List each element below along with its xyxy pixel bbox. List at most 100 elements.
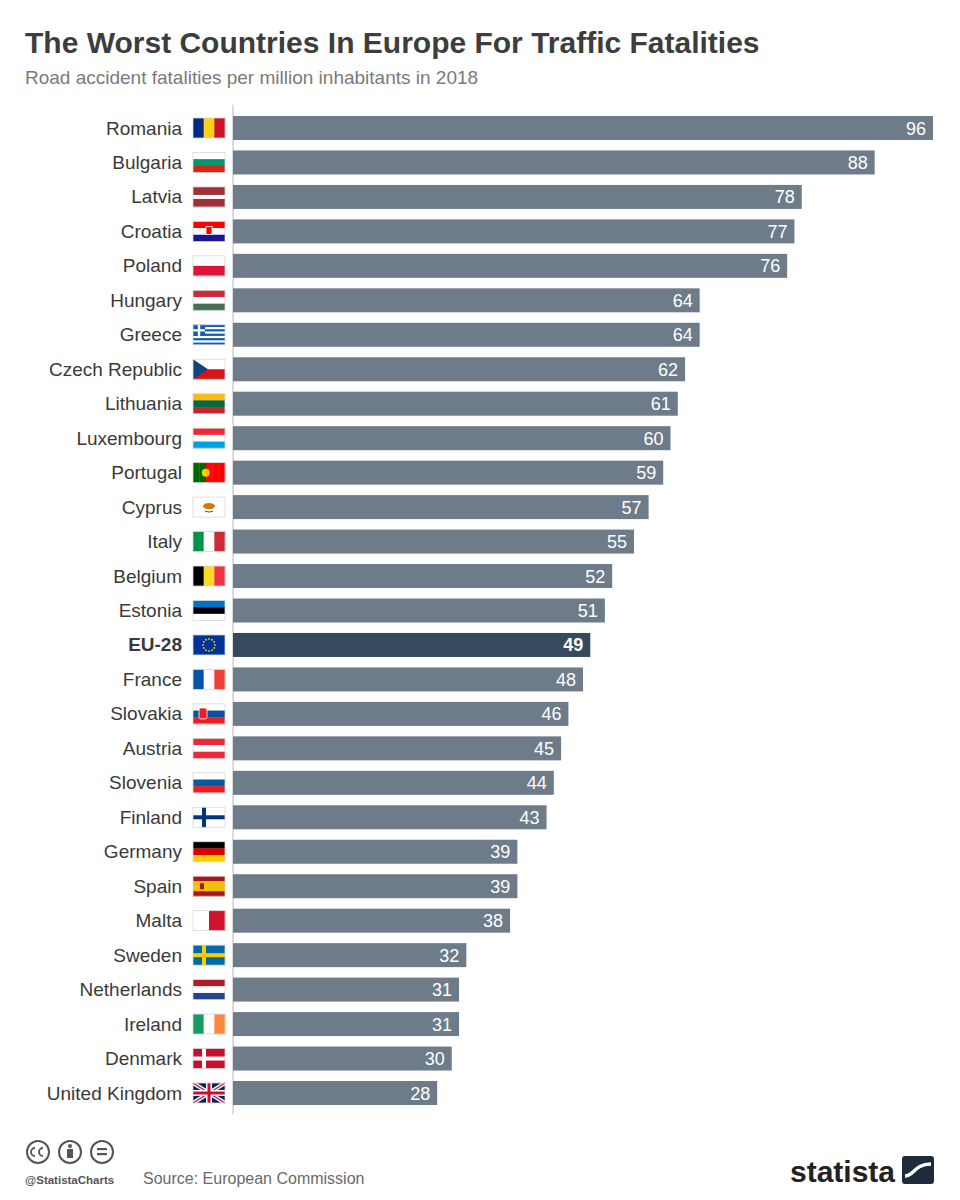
flag-stripe	[193, 191, 225, 195]
bar	[233, 495, 649, 519]
data-label: 64	[673, 325, 693, 345]
bar	[233, 185, 802, 209]
category-label: Bulgaria	[112, 152, 182, 173]
bar	[233, 426, 671, 450]
flag-stripe	[193, 428, 225, 435]
flag-star	[202, 644, 204, 646]
data-label: 57	[622, 498, 642, 518]
flag-emblem	[206, 226, 212, 234]
flag-emblem	[200, 883, 204, 889]
flag-stripe	[193, 187, 225, 191]
flag-emblem	[202, 469, 210, 477]
flag-border	[193, 738, 225, 758]
flag-stripe	[193, 407, 225, 414]
flag-saltire	[193, 1083, 225, 1103]
category-label: Latvia	[131, 186, 182, 207]
category-label: Italy	[147, 531, 182, 552]
flag-border	[193, 359, 225, 379]
flag	[193, 911, 225, 931]
flag-stripe	[193, 848, 225, 855]
category-label: Ireland	[124, 1014, 182, 1035]
flag-stripe	[214, 532, 225, 552]
flag-stripe	[193, 297, 225, 304]
flag-cross	[193, 329, 205, 331]
data-label: 32	[439, 946, 459, 966]
flag-stripe	[193, 607, 225, 614]
data-label: 96	[906, 119, 926, 139]
flag-stripe	[193, 290, 225, 297]
flag-stripe	[193, 891, 225, 896]
flag	[193, 1049, 225, 1069]
flag-star	[203, 641, 205, 643]
flag-stripe	[193, 745, 225, 752]
flag-border	[193, 394, 225, 414]
category-label: Czech Republic	[49, 359, 182, 380]
data-label: 64	[673, 291, 693, 311]
flag-stripe	[193, 881, 225, 886]
flag-border	[193, 911, 225, 931]
flag-stripe	[193, 394, 225, 401]
flag-stripe	[214, 669, 225, 689]
flag-stripe	[193, 195, 225, 199]
flag	[193, 566, 225, 586]
flag-border	[193, 532, 225, 552]
flag	[193, 1014, 225, 1034]
flag-border	[193, 118, 225, 138]
flag-stripe	[214, 566, 225, 586]
flag	[193, 601, 225, 621]
category-label: Estonia	[119, 600, 183, 621]
data-label: 48	[556, 670, 576, 690]
flag-stripe	[193, 336, 225, 338]
flag-stripe	[193, 980, 225, 987]
flag-stripe	[193, 993, 225, 1000]
flag	[193, 187, 225, 207]
data-label: 76	[760, 256, 780, 276]
bar	[233, 702, 568, 726]
flag	[193, 256, 225, 276]
flag-cross	[193, 1092, 225, 1095]
flag-star	[208, 638, 210, 640]
bar	[233, 1012, 459, 1036]
bar	[233, 599, 605, 623]
bar	[233, 874, 517, 898]
flag	[193, 325, 225, 345]
license-icon	[59, 1141, 81, 1163]
flag-border	[193, 807, 225, 827]
flag-stripe	[209, 911, 225, 931]
license-icon	[27, 1141, 49, 1163]
flag	[193, 842, 225, 862]
bar	[233, 1047, 452, 1071]
category-label: Croatia	[121, 221, 183, 242]
flag-stripe	[193, 442, 225, 449]
subtitle: Road accident fatalities per million inh…	[25, 67, 478, 88]
flag-stripe	[193, 855, 225, 862]
data-label: 43	[520, 808, 540, 828]
category-label: Portugal	[111, 462, 182, 483]
flag-border	[193, 945, 225, 965]
flag-stripe	[193, 738, 225, 745]
flag-border	[193, 773, 225, 793]
flag-stripe	[193, 704, 225, 711]
flag-stripe	[193, 304, 225, 311]
category-label: Denmark	[105, 1048, 183, 1069]
bar	[233, 978, 459, 1002]
data-label: 59	[636, 463, 656, 483]
flag-stripe	[193, 711, 225, 718]
flag-stripe	[193, 532, 204, 552]
flag-stripe	[193, 256, 225, 266]
data-label: 39	[490, 842, 510, 862]
data-label: 44	[527, 773, 547, 793]
background	[0, 0, 960, 1200]
flag-border	[193, 1049, 225, 1069]
flag-stripe	[193, 1014, 204, 1034]
flag-emblem	[205, 511, 213, 512]
data-label: 46	[541, 704, 561, 724]
bar	[233, 943, 466, 967]
flag-star	[211, 639, 213, 641]
data-label: 51	[578, 601, 598, 621]
labels: Romania96Bulgaria88Latvia78Croatia77Pola…	[47, 118, 926, 1104]
category-label: Spain	[133, 876, 182, 897]
flag-stripe	[193, 717, 225, 724]
flag-stripe	[193, 340, 225, 342]
flag-border	[193, 290, 225, 310]
